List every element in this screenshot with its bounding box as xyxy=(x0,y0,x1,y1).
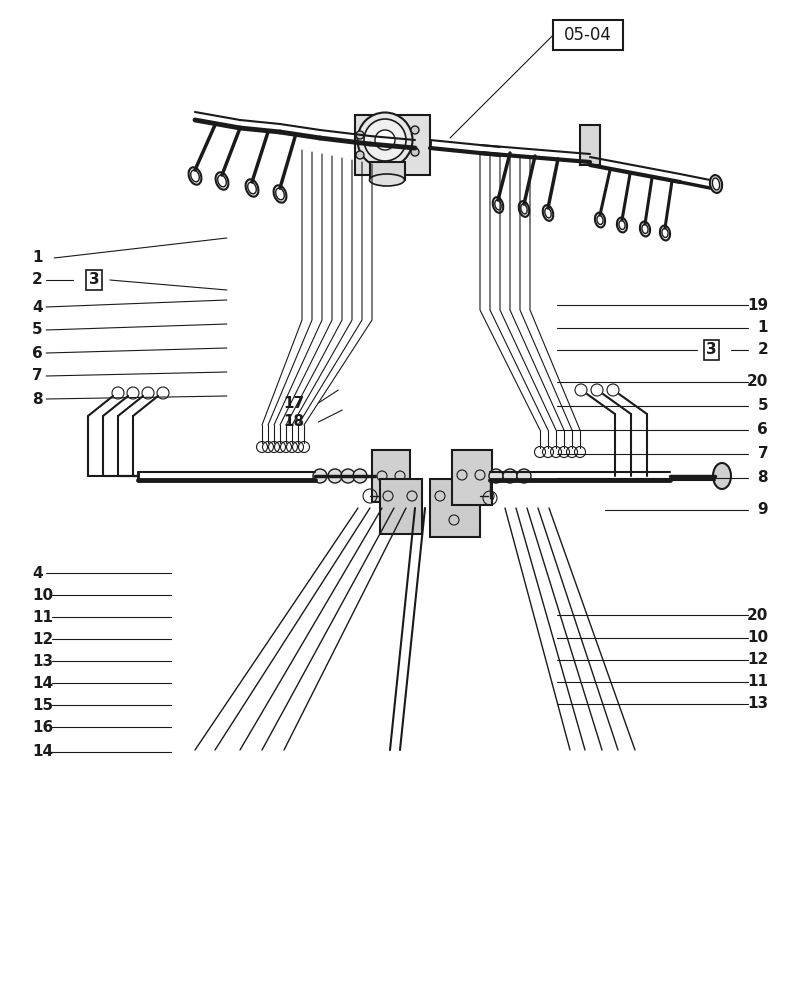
Ellipse shape xyxy=(357,112,412,167)
Text: 2: 2 xyxy=(757,342,768,358)
Text: 8: 8 xyxy=(758,471,768,486)
Ellipse shape xyxy=(617,218,627,232)
Text: 20: 20 xyxy=(747,607,768,622)
Text: 16: 16 xyxy=(32,720,53,734)
Ellipse shape xyxy=(660,226,670,240)
Circle shape xyxy=(517,469,531,483)
Circle shape xyxy=(411,148,419,156)
Bar xyxy=(355,115,430,175)
Ellipse shape xyxy=(248,182,256,194)
Text: 14: 14 xyxy=(32,676,53,690)
Circle shape xyxy=(356,131,364,139)
Text: 3: 3 xyxy=(706,342,717,358)
Ellipse shape xyxy=(191,170,199,182)
Ellipse shape xyxy=(597,216,603,224)
Text: 7: 7 xyxy=(32,368,42,383)
Circle shape xyxy=(328,469,342,483)
Circle shape xyxy=(353,469,367,483)
Bar xyxy=(580,125,600,165)
Circle shape xyxy=(356,151,364,159)
Text: 12: 12 xyxy=(32,632,53,647)
Ellipse shape xyxy=(189,167,201,185)
Text: 4: 4 xyxy=(32,566,42,580)
Ellipse shape xyxy=(642,225,648,233)
Ellipse shape xyxy=(713,463,731,489)
Text: 4: 4 xyxy=(32,300,42,314)
Ellipse shape xyxy=(521,204,527,214)
Text: 11: 11 xyxy=(32,609,53,624)
Text: 3: 3 xyxy=(88,272,100,288)
Ellipse shape xyxy=(619,221,625,229)
Ellipse shape xyxy=(246,179,259,197)
Ellipse shape xyxy=(544,208,551,218)
Text: 19: 19 xyxy=(747,298,768,312)
Ellipse shape xyxy=(369,174,404,186)
Ellipse shape xyxy=(274,185,287,203)
Text: 20: 20 xyxy=(747,374,768,389)
Text: 5: 5 xyxy=(32,322,42,338)
Bar xyxy=(430,479,480,537)
Ellipse shape xyxy=(275,188,284,200)
Bar xyxy=(553,20,623,50)
Ellipse shape xyxy=(364,119,406,161)
Bar xyxy=(370,162,405,180)
Text: 14: 14 xyxy=(32,744,53,760)
Ellipse shape xyxy=(493,197,503,213)
Bar xyxy=(452,450,492,505)
Ellipse shape xyxy=(216,172,228,190)
Text: 6: 6 xyxy=(32,346,43,360)
Text: 10: 10 xyxy=(32,587,53,602)
Text: 7: 7 xyxy=(758,446,768,462)
Ellipse shape xyxy=(495,200,501,210)
Bar xyxy=(380,479,422,534)
Circle shape xyxy=(411,126,419,134)
Ellipse shape xyxy=(543,205,553,221)
Text: 1: 1 xyxy=(758,320,768,336)
Text: 17: 17 xyxy=(283,395,305,410)
Text: 8: 8 xyxy=(32,391,42,406)
Ellipse shape xyxy=(519,201,529,217)
Circle shape xyxy=(489,469,503,483)
Circle shape xyxy=(313,469,327,483)
Text: 13: 13 xyxy=(747,696,768,712)
Text: 12: 12 xyxy=(747,652,768,668)
Text: 5: 5 xyxy=(758,398,768,414)
Ellipse shape xyxy=(375,130,395,150)
Text: 10: 10 xyxy=(747,631,768,646)
Ellipse shape xyxy=(712,178,720,190)
Text: 11: 11 xyxy=(747,674,768,690)
Text: 13: 13 xyxy=(32,654,53,668)
Text: 15: 15 xyxy=(32,698,53,712)
Text: 18: 18 xyxy=(283,414,305,430)
Text: 1: 1 xyxy=(32,250,42,265)
Circle shape xyxy=(503,469,517,483)
Ellipse shape xyxy=(710,175,722,193)
Text: 2: 2 xyxy=(32,272,43,288)
Circle shape xyxy=(341,469,355,483)
Ellipse shape xyxy=(662,229,668,237)
Ellipse shape xyxy=(595,213,605,227)
Text: 05-04: 05-04 xyxy=(564,26,612,44)
Text: 9: 9 xyxy=(758,502,768,518)
Ellipse shape xyxy=(640,222,650,236)
Ellipse shape xyxy=(218,175,226,187)
Text: 6: 6 xyxy=(757,422,768,438)
Bar xyxy=(372,450,410,502)
